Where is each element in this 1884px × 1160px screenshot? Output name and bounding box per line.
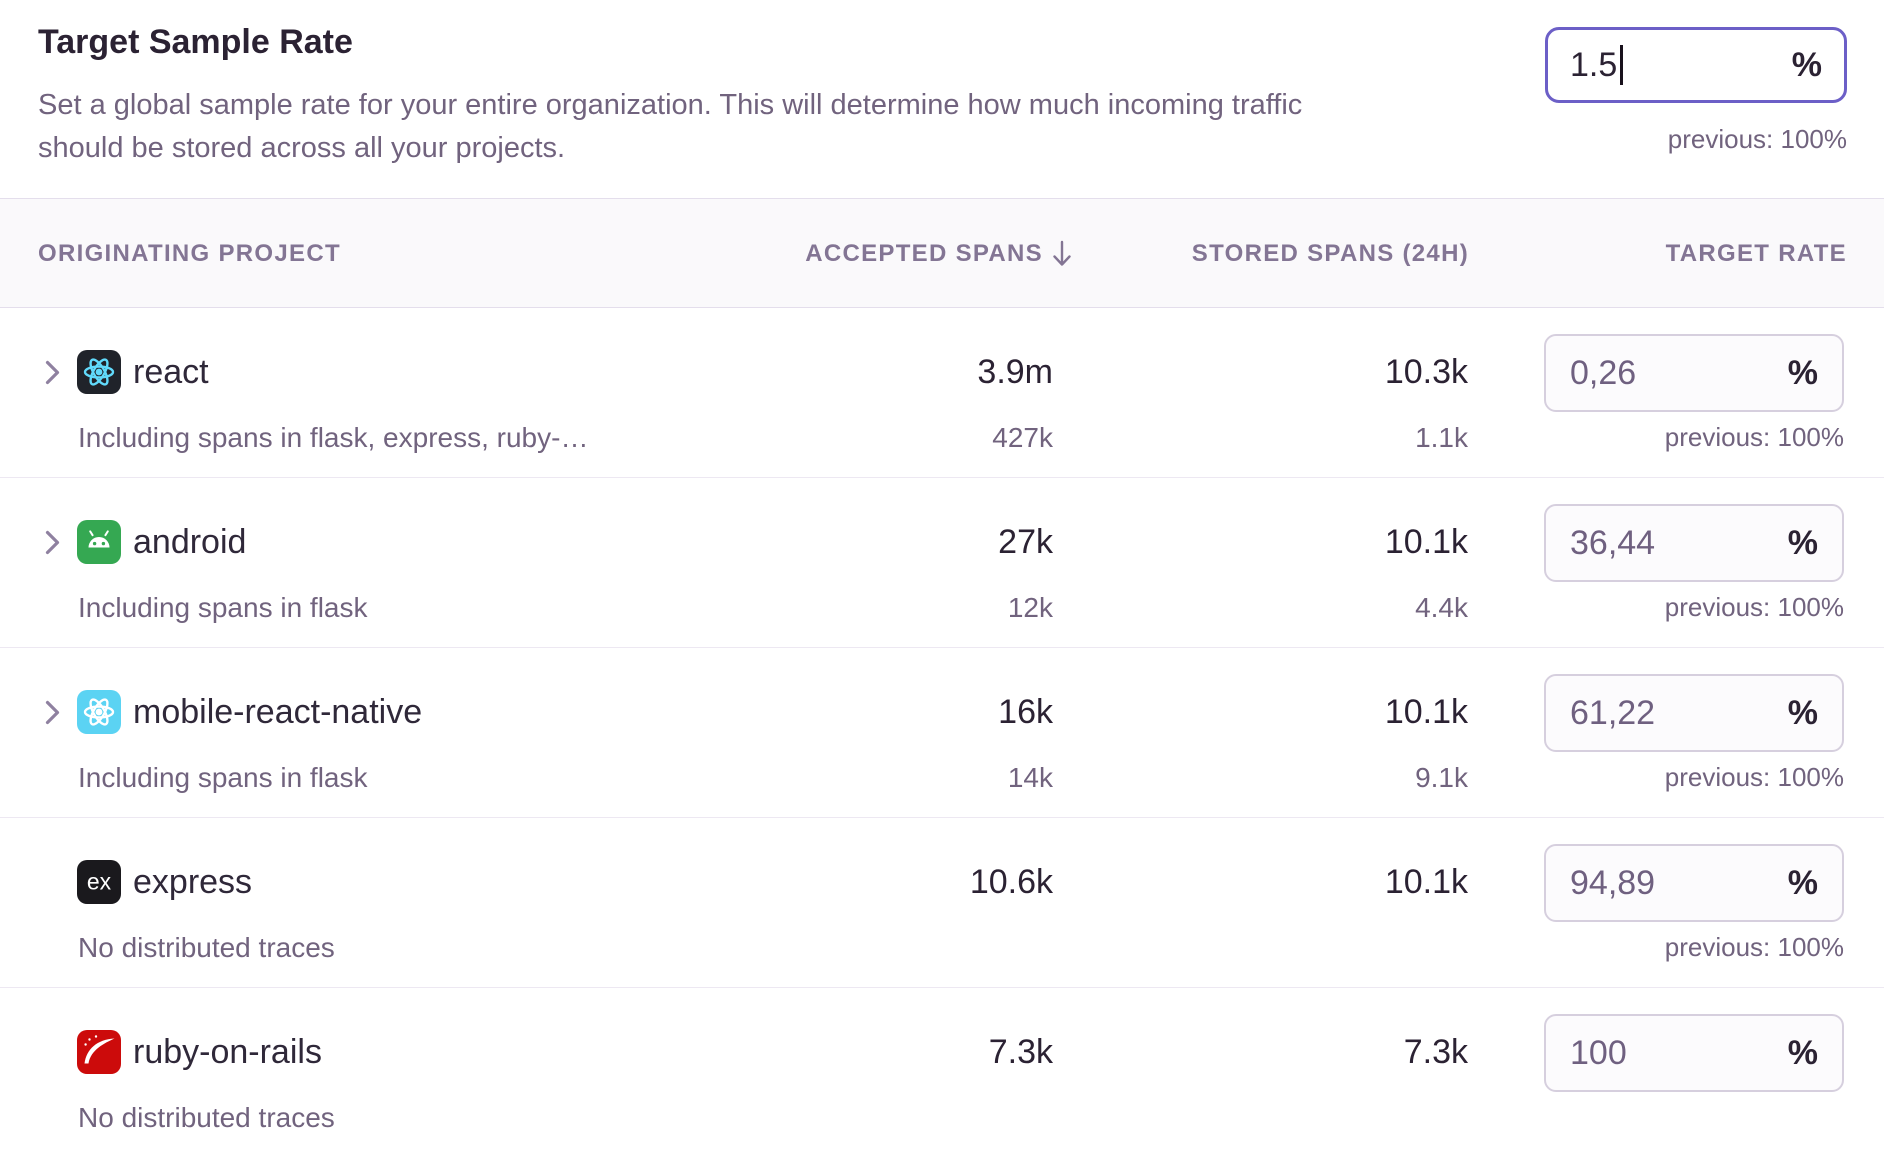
global-sample-rate-input[interactable]: 1.5 % <box>1545 27 1847 103</box>
accepted-spans-value: 10.6k <box>969 863 1053 901</box>
page-description-line-1: Set a global sample rate for your entire… <box>38 89 1303 121</box>
project-target-rate-value[interactable]: 100 <box>1570 1033 1627 1072</box>
project-target-rate-input[interactable]: 100 % <box>1544 1014 1844 1092</box>
projects-table-body: react Including spans in flask, express,… <box>0 308 1884 1158</box>
previous-rate-label: previous: 100% <box>1664 762 1844 792</box>
global-sample-rate-value[interactable]: 1.5 <box>1570 45 1618 84</box>
percent-sign: % <box>1791 45 1822 84</box>
project-subtitle: Including spans in flask, express, ruby-… <box>78 422 589 453</box>
stored-spans-sub-value: 9.1k <box>1415 762 1468 793</box>
project-row-react: react Including spans in flask, express,… <box>0 308 1884 478</box>
project-target-rate-value[interactable]: 36,44 <box>1570 523 1656 562</box>
project-subtitle: No distributed traces <box>78 1102 335 1133</box>
stored-spans-value: 7.3k <box>1403 1033 1468 1071</box>
project-row-mobile-react-native: mobile-react-native Including spans in f… <box>0 648 1884 818</box>
column-header-stored-spans[interactable]: STORED SPANS (24H) <box>1191 240 1469 267</box>
project-row-ruby-on-rails: ruby-on-rails No distributed traces 7.3k… <box>0 988 1884 1158</box>
project-target-rate-value[interactable]: 94,89 <box>1570 863 1656 902</box>
svg-text:ex: ex <box>87 869 112 895</box>
previous-rate-label: previous: 100% <box>1664 932 1844 962</box>
sort-descending-arrow-icon <box>1053 240 1071 266</box>
stored-spans-value: 10.1k <box>1384 693 1468 731</box>
stored-spans-sub-value: 4.4k <box>1415 592 1468 623</box>
project-subtitle: No distributed traces <box>78 932 335 963</box>
project-target-rate-value[interactable]: 61,22 <box>1570 693 1656 732</box>
previous-rate-label: previous: 100% <box>1664 592 1844 622</box>
page-description-line-2: should be stored across all your project… <box>38 132 566 164</box>
percent-sign: % <box>1787 1033 1818 1072</box>
project-subtitle: Including spans in flask <box>78 592 368 623</box>
project-target-rate-value[interactable]: 0,26 <box>1570 353 1637 392</box>
project-name[interactable]: react <box>133 353 209 391</box>
express-platform-icon: ex <box>77 860 121 904</box>
stored-spans-sub-value: 1.1k <box>1415 422 1468 453</box>
project-target-rate-input[interactable]: 61,22 % <box>1544 674 1844 752</box>
percent-sign: % <box>1787 353 1818 392</box>
project-target-rate-input[interactable]: 94,89 % <box>1544 844 1844 922</box>
accepted-spans-value: 16k <box>998 693 1053 731</box>
column-header-accepted-spans[interactable]: ACCEPTED SPANS <box>805 199 1073 309</box>
column-header-originating-project: ORIGINATING PROJECT <box>38 240 341 267</box>
stored-spans-value: 10.1k <box>1384 523 1468 561</box>
accepted-spans-sub-value: 427k <box>992 422 1053 453</box>
expand-chevron-icon[interactable] <box>44 529 61 556</box>
accepted-spans-value: 3.9m <box>977 353 1053 391</box>
project-target-rate-input[interactable]: 0,26 % <box>1544 334 1844 412</box>
accepted-spans-value: 7.3k <box>988 1033 1053 1071</box>
react-native-platform-icon <box>77 690 121 734</box>
text-caret <box>1620 45 1624 85</box>
project-name[interactable]: express <box>133 863 253 901</box>
react-platform-icon <box>77 350 121 394</box>
percent-sign: % <box>1787 863 1818 902</box>
stored-spans-value: 10.1k <box>1384 863 1468 901</box>
project-name[interactable]: android <box>133 523 247 561</box>
project-subtitle: Including spans in flask <box>78 762 368 793</box>
ruby-platform-icon <box>77 1030 121 1074</box>
accepted-spans-sub-value: 12k <box>1007 592 1053 623</box>
column-header-accepted-spans-label: ACCEPTED SPANS <box>805 240 1043 267</box>
stored-spans-value: 10.3k <box>1384 353 1468 391</box>
accepted-spans-value: 27k <box>998 523 1053 561</box>
previous-rate-label: previous: 100% <box>1664 422 1844 452</box>
expand-chevron-icon[interactable] <box>44 699 61 726</box>
global-previous-rate-label: previous: 100% <box>1667 124 1847 154</box>
android-platform-icon <box>77 520 121 564</box>
percent-sign: % <box>1787 523 1818 562</box>
expand-chevron-icon[interactable] <box>44 359 61 386</box>
project-name[interactable]: mobile-react-native <box>133 693 423 731</box>
page-description: Set a global sample rate for your entire… <box>38 84 1302 170</box>
percent-sign: % <box>1787 693 1818 732</box>
project-name[interactable]: ruby-on-rails <box>133 1033 322 1071</box>
table-header-row: ORIGINATING PROJECT ACCEPTED SPANS STORE… <box>0 198 1884 308</box>
page-title: Target Sample Rate <box>38 23 353 61</box>
project-row-express: ex express No distributed traces 10.6k 1… <box>0 818 1884 988</box>
accepted-spans-sub-value: 14k <box>1007 762 1053 793</box>
project-target-rate-input[interactable]: 36,44 % <box>1544 504 1844 582</box>
project-row-android: android Including spans in flask 27k 12k… <box>0 478 1884 648</box>
column-header-target-rate: TARGET RATE <box>1665 240 1847 267</box>
